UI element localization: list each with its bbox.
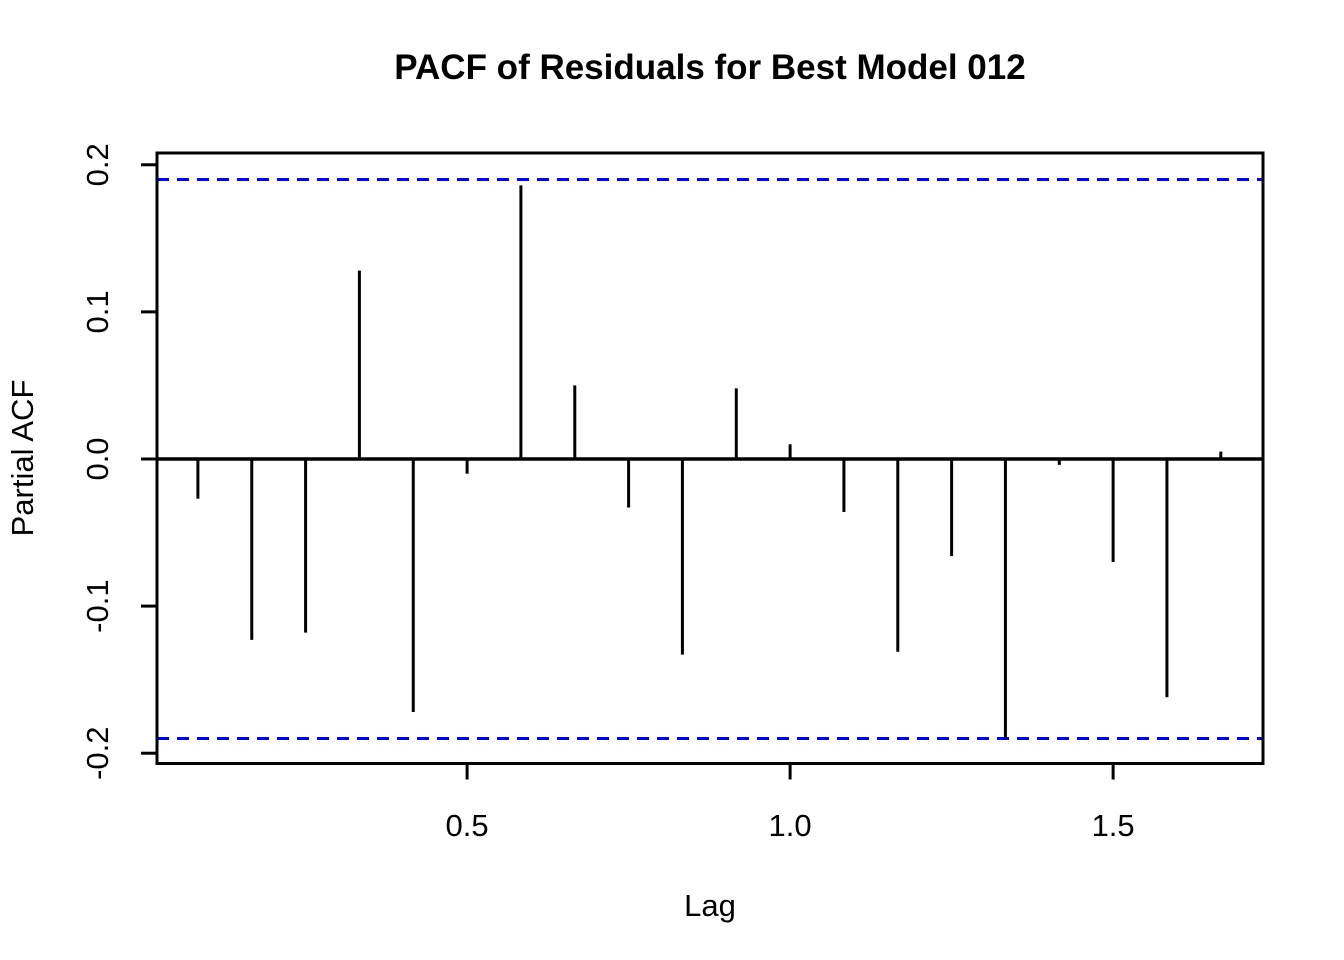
y-axis-label: Partial ACF xyxy=(5,380,40,537)
y-tick-label: 0.1 xyxy=(80,290,115,333)
chart-title: PACF of Residuals for Best Model 012 xyxy=(394,48,1025,87)
plot-area: 0.5 1.0 1.5 -0.2 -0.1 0.0 0.1 0.2 xyxy=(80,143,1265,843)
y-tick-label: 0.0 xyxy=(80,437,115,480)
y-tick-label: -0.1 xyxy=(80,579,115,632)
y-tick-label: 0.2 xyxy=(80,143,115,186)
x-axis-label: Lag xyxy=(684,888,736,923)
x-tick-label: 0.5 xyxy=(446,808,489,843)
y-tick-label: -0.2 xyxy=(80,726,115,779)
x-tick-label: 1.0 xyxy=(769,808,812,843)
x-tick-label: 1.5 xyxy=(1092,808,1135,843)
